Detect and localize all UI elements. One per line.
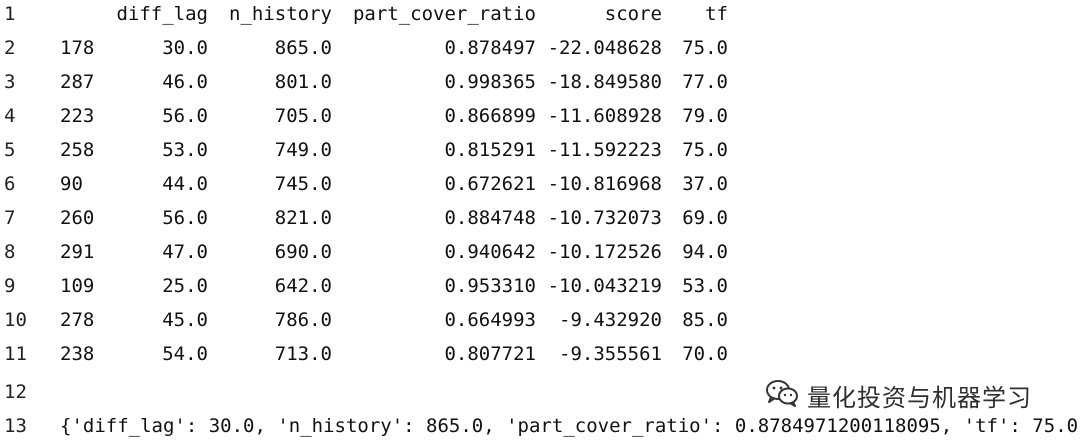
table-row: 11 238 54.0 713.0 0.807721 -9.355561 70.… <box>0 337 1080 371</box>
cell-part-cover-ratio: 0.866899 <box>444 105 536 127</box>
line-number: 4 <box>4 105 16 127</box>
cell-part-cover-ratio: 0.940642 <box>444 241 536 263</box>
table-row: 10 278 45.0 786.0 0.664993 -9.432920 85.… <box>0 303 1080 337</box>
cell-tf: 53.0 <box>682 275 728 297</box>
line-number: 10 <box>4 309 27 331</box>
cell-part-cover-ratio: 0.815291 <box>444 139 536 161</box>
line-number: 11 <box>4 343 27 365</box>
cell-part-cover-ratio: 0.672621 <box>444 173 536 195</box>
cell-n-history: 690.0 <box>274 241 332 263</box>
line-number: 9 <box>4 275 16 297</box>
line-number: 3 <box>4 71 16 93</box>
cell-score: -11.608928 <box>547 105 662 127</box>
watermark-text: 量化投资与机器学习 <box>807 383 1032 412</box>
cell-tf: 79.0 <box>682 105 728 127</box>
cell-score: -10.172526 <box>547 241 662 263</box>
cell-n-history: 642.0 <box>274 275 332 297</box>
cell-diff-lag: 46.0 <box>162 71 208 93</box>
line-number: 8 <box>4 241 16 263</box>
cell-diff-lag: 44.0 <box>162 173 208 195</box>
cell-part-cover-ratio: 0.953310 <box>444 275 536 297</box>
blank-line: 12 <box>0 375 1080 409</box>
cell-n-history: 749.0 <box>274 139 332 161</box>
watermark: 量化投资与机器学习 <box>765 378 1032 412</box>
cell-score: -10.043219 <box>547 275 662 297</box>
header-line: 1 diff_lag n_history part_cover_ratio sc… <box>0 0 1080 31</box>
line-number: 1 <box>4 3 16 25</box>
line-number: 13 <box>4 415 27 437</box>
cell-part-cover-ratio: 0.998365 <box>444 71 536 93</box>
cell-n-history: 705.0 <box>274 105 332 127</box>
cell-n-history: 865.0 <box>274 37 332 59</box>
cell-tf: 69.0 <box>682 207 728 229</box>
cell-diff-lag: 54.0 <box>162 343 208 365</box>
cell-diff-lag: 53.0 <box>162 139 208 161</box>
cell-score: -22.048628 <box>547 37 662 59</box>
row-index: 109 <box>60 275 95 297</box>
cell-n-history: 801.0 <box>274 71 332 93</box>
column-header-tf: tf <box>705 3 728 25</box>
row-index: 278 <box>60 309 95 331</box>
table-row: 6 90 44.0 745.0 0.672621 -10.816968 37.0 <box>0 167 1080 201</box>
cell-score: -9.355561 <box>559 343 662 365</box>
line-number: 7 <box>4 207 16 229</box>
row-index: 223 <box>60 105 95 127</box>
cell-part-cover-ratio: 0.884748 <box>444 207 536 229</box>
row-index: 258 <box>60 139 95 161</box>
cell-tf: 70.0 <box>682 343 728 365</box>
cell-diff-lag: 45.0 <box>162 309 208 331</box>
cell-diff-lag: 56.0 <box>162 207 208 229</box>
table-row: 8 291 47.0 690.0 0.940642 -10.172526 94.… <box>0 235 1080 269</box>
cell-score: -10.732073 <box>547 207 662 229</box>
row-index: 90 <box>60 173 83 195</box>
cell-tf: 85.0 <box>682 309 728 331</box>
column-header-n-history: n_history <box>229 3 332 25</box>
table-row: 2 178 30.0 865.0 0.878497 -22.048628 75.… <box>0 31 1080 65</box>
column-header-diff-lag: diff_lag <box>116 3 208 25</box>
cell-n-history: 745.0 <box>274 173 332 195</box>
line-number: 2 <box>4 37 16 59</box>
result-dict-text: {'diff_lag': 30.0, 'n_history': 865.0, '… <box>60 415 1080 437</box>
row-index: 291 <box>60 241 95 263</box>
cell-n-history: 821.0 <box>274 207 332 229</box>
result-line: 13 {'diff_lag': 30.0, 'n_history': 865.0… <box>0 409 1080 443</box>
row-index: 178 <box>60 37 95 59</box>
column-header-score: score <box>604 3 662 25</box>
cell-score: -9.432920 <box>559 309 662 331</box>
wechat-icon <box>765 379 799 411</box>
cell-tf: 75.0 <box>682 37 728 59</box>
row-index: 287 <box>60 71 95 93</box>
line-number: 5 <box>4 139 16 161</box>
cell-diff-lag: 47.0 <box>162 241 208 263</box>
cell-tf: 77.0 <box>682 71 728 93</box>
cell-part-cover-ratio: 0.878497 <box>444 37 536 59</box>
table-row: 7 260 56.0 821.0 0.884748 -10.732073 69.… <box>0 201 1080 235</box>
cell-score: -11.592223 <box>547 139 662 161</box>
row-index: 238 <box>60 343 95 365</box>
cell-score: -10.816968 <box>547 173 662 195</box>
cell-diff-lag: 30.0 <box>162 37 208 59</box>
cell-part-cover-ratio: 0.807721 <box>444 343 536 365</box>
line-number: 12 <box>4 381 27 403</box>
table-row: 9 109 25.0 642.0 0.953310 -10.043219 53.… <box>0 269 1080 303</box>
cell-tf: 94.0 <box>682 241 728 263</box>
cell-n-history: 786.0 <box>274 309 332 331</box>
cell-diff-lag: 56.0 <box>162 105 208 127</box>
cell-diff-lag: 25.0 <box>162 275 208 297</box>
table-row: 3 287 46.0 801.0 0.998365 -18.849580 77.… <box>0 65 1080 99</box>
table-row: 4 223 56.0 705.0 0.866899 -11.608928 79.… <box>0 99 1080 133</box>
cell-tf: 37.0 <box>682 173 728 195</box>
cell-tf: 75.0 <box>682 139 728 161</box>
table-row: 5 258 53.0 749.0 0.815291 -11.592223 75.… <box>0 133 1080 167</box>
row-index: 260 <box>60 207 95 229</box>
cell-part-cover-ratio: 0.664993 <box>444 309 536 331</box>
column-header-part-cover-ratio: part_cover_ratio <box>352 3 536 25</box>
cell-n-history: 713.0 <box>274 343 332 365</box>
line-number: 6 <box>4 173 16 195</box>
cell-score: -18.849580 <box>547 71 662 93</box>
